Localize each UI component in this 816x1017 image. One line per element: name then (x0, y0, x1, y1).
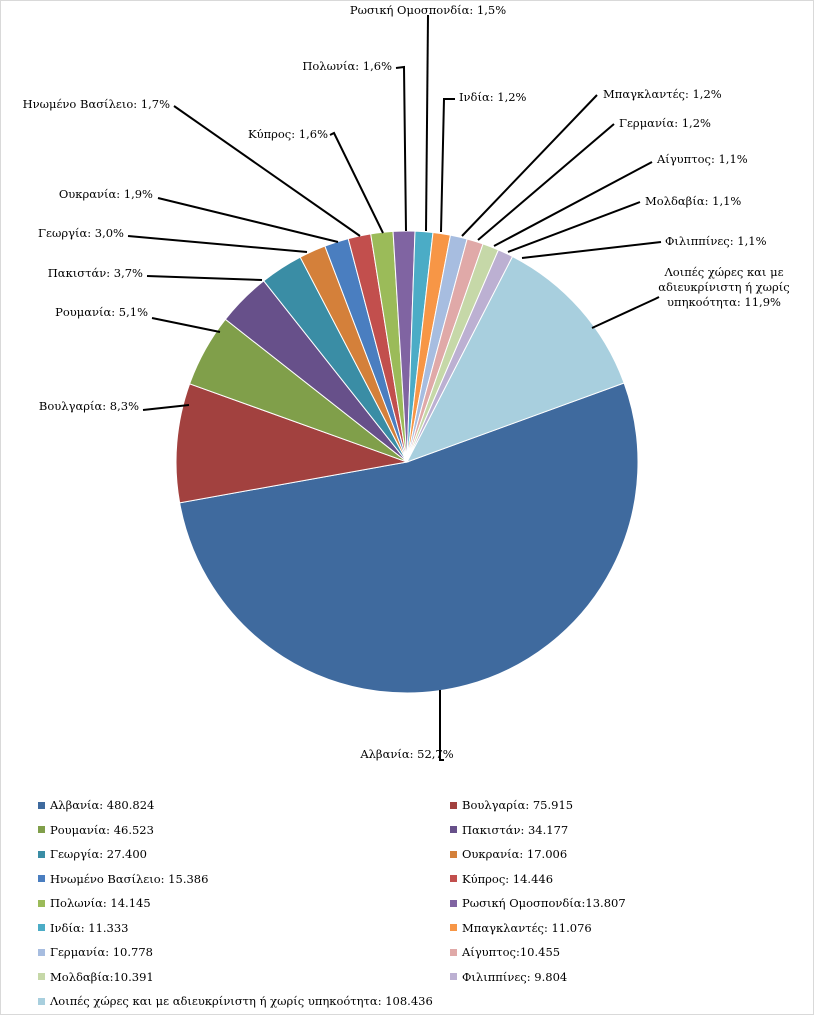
legend-label: Βουλγαρία: 75.915 (462, 798, 574, 812)
legend-label: Ινδία: 11.333 (50, 920, 129, 935)
leader-line-15 (507, 201, 641, 253)
leader-line-3 (151, 317, 221, 333)
data-label-16: Φιλιππίνες: 1,1% (665, 234, 767, 248)
legend-swatch (38, 850, 45, 858)
legend-swatch (450, 924, 457, 931)
legend-label: Αλβανία: 480.824 (50, 798, 155, 812)
legend-label: Ουκρανία: 17.006 (462, 847, 568, 861)
legend-item: Μπαγκλαντές: 11.076 (450, 920, 592, 936)
legend-item: Ηνωμένο Βασίλειο: 15.386 (38, 871, 208, 887)
legend-item: Πολωνία: 14.145 (38, 895, 151, 911)
pie-slice-1 (179, 382, 639, 694)
legend-item: Αίγυπτος:10.455 (450, 944, 560, 960)
data-label-line: υπηκοότητα: 11,9% (667, 295, 781, 309)
pie-slice-17 (405, 255, 625, 463)
leader-line-5 (127, 235, 308, 253)
leader-line-14 (493, 161, 653, 247)
pie-slice-2 (175, 383, 409, 504)
legend-swatch (450, 948, 457, 956)
legend-swatch (38, 997, 45, 1005)
data-label-5: Γεωργία: 3,0% (38, 226, 124, 240)
data-label-14: Αίγυπτος: 1,1% (656, 152, 748, 166)
leader-line-1 (439, 690, 444, 761)
legend-label: Γερμανία: 10.778 (50, 945, 153, 959)
legend-label: Γεωργία: 27.400 (50, 847, 147, 861)
legend-item: Αλβανία: 480.824 (38, 797, 154, 813)
leader-line-4 (146, 275, 263, 281)
legend-item: Ουκρανία: 17.006 (450, 846, 567, 862)
data-label-11: Ινδία: 1,2% (459, 90, 527, 104)
legend-swatch (450, 973, 457, 980)
legend-swatch (38, 973, 45, 980)
leader-line-17 (591, 296, 660, 329)
legend-item: Ρουμανία: 46.523 (38, 822, 154, 838)
leader-line-9 (395, 65, 407, 232)
data-label-17: Λοιπές χώρες και με αδιευκρίνιστη ή χωρίς… (658, 265, 789, 309)
leader-line-13 (477, 123, 615, 241)
data-label-15: Μολδαβία: 1,1% (645, 194, 741, 208)
leader-line-10 (425, 14, 429, 232)
legend-label: Πακιστάν: 34.177 (462, 822, 569, 837)
legend-swatch (450, 875, 457, 882)
legend-swatch (38, 826, 45, 833)
leader-line-6 (157, 197, 339, 243)
leader-line-8 (329, 131, 384, 234)
legend-item: Κύπρος: 14.446 (450, 871, 553, 887)
legend-item: Πακιστάν: 34.177 (450, 822, 568, 838)
data-label-3: Ρουμανία: 5,1% (55, 305, 148, 319)
legend-swatch (38, 875, 45, 882)
data-label-8: Κύπρος: 1,6% (248, 127, 328, 141)
legend-label: Φιλιππίνες: 9.804 (462, 969, 568, 984)
leader-line-11 (440, 98, 455, 233)
legend-swatch (450, 850, 457, 858)
leader-line-7 (173, 105, 361, 237)
legend-swatch (38, 899, 45, 907)
data-label-13: Γερμανία: 1,2% (619, 116, 711, 130)
legend-label: Πολωνία: 14.145 (50, 896, 151, 910)
legend-swatch (38, 948, 45, 956)
legend-item: Γεωργία: 27.400 (38, 846, 147, 862)
data-label-1: Αλβανία: 52,7% (359, 747, 453, 761)
data-label-10: Ρωσική Ομοσπονδία: 1,5% (350, 3, 506, 17)
data-label-12: Μπαγκλαντές: 1,2% (603, 87, 722, 101)
legend-swatch (38, 924, 45, 931)
legend-item: Ρωσική Ομοσπονδία:13.807 (450, 895, 626, 911)
data-label-6: Ουκρανία: 1,9% (59, 187, 153, 201)
legend-swatch (38, 801, 45, 809)
data-label-line: Λοιπές χώρες και με (663, 265, 783, 279)
legend-item: Λοιπές χώρες και με αδιευκρίνιστη ή χωρί… (38, 993, 433, 1009)
legend: Αλβανία: 480.824 Βουλγαρία: 75.915 Ρουμανί… (0, 797, 816, 1017)
legend-label: Ηνωμένο Βασίλειο: 15.386 (50, 871, 209, 886)
legend-label: Αίγυπτος:10.455 (462, 945, 561, 959)
data-label-9: Πολωνία: 1,6% (302, 59, 392, 73)
data-label-line: αδιευκρίνιστη ή χωρίς (658, 280, 789, 294)
data-label-4: Πακιστάν: 3,7% (48, 266, 143, 280)
data-label-2: Βουλγαρία: 8,3% (39, 399, 139, 413)
leader-line-16 (521, 241, 662, 259)
legend-item: Μολδαβία:10.391 (38, 969, 154, 985)
legend-item: Φιλιππίνες: 9.804 (450, 969, 567, 985)
legend-label: Κύπρος: 14.446 (462, 871, 554, 886)
legend-item: Ινδία: 11.333 (38, 920, 129, 936)
legend-label: Μπαγκλαντές: 11.076 (462, 920, 592, 935)
legend-swatch (450, 826, 457, 833)
legend-swatch (450, 801, 457, 809)
legend-swatch (450, 899, 457, 907)
leader-line-12 (461, 94, 598, 237)
legend-item: Γερμανία: 10.778 (38, 944, 153, 960)
legend-label: Ρωσική Ομοσπονδία:13.807 (462, 896, 626, 910)
leader-line-2 (142, 404, 190, 411)
legend-label: Μολδαβία:10.391 (50, 969, 154, 984)
legend-label: Ρουμανία: 46.523 (50, 822, 154, 837)
legend-label: Λοιπές χώρες και με αδιευκρίνιστη ή χωρί… (50, 994, 433, 1008)
pie-chart: Αλβανία: 52,7% Βουλγαρία: 8,3% Ρουμανία: 5… (23, 3, 790, 761)
legend-item: Βουλγαρία: 75.915 (450, 797, 573, 813)
data-label-7: Ηνωμένο Βασίλειο: 1,7% (23, 97, 170, 111)
